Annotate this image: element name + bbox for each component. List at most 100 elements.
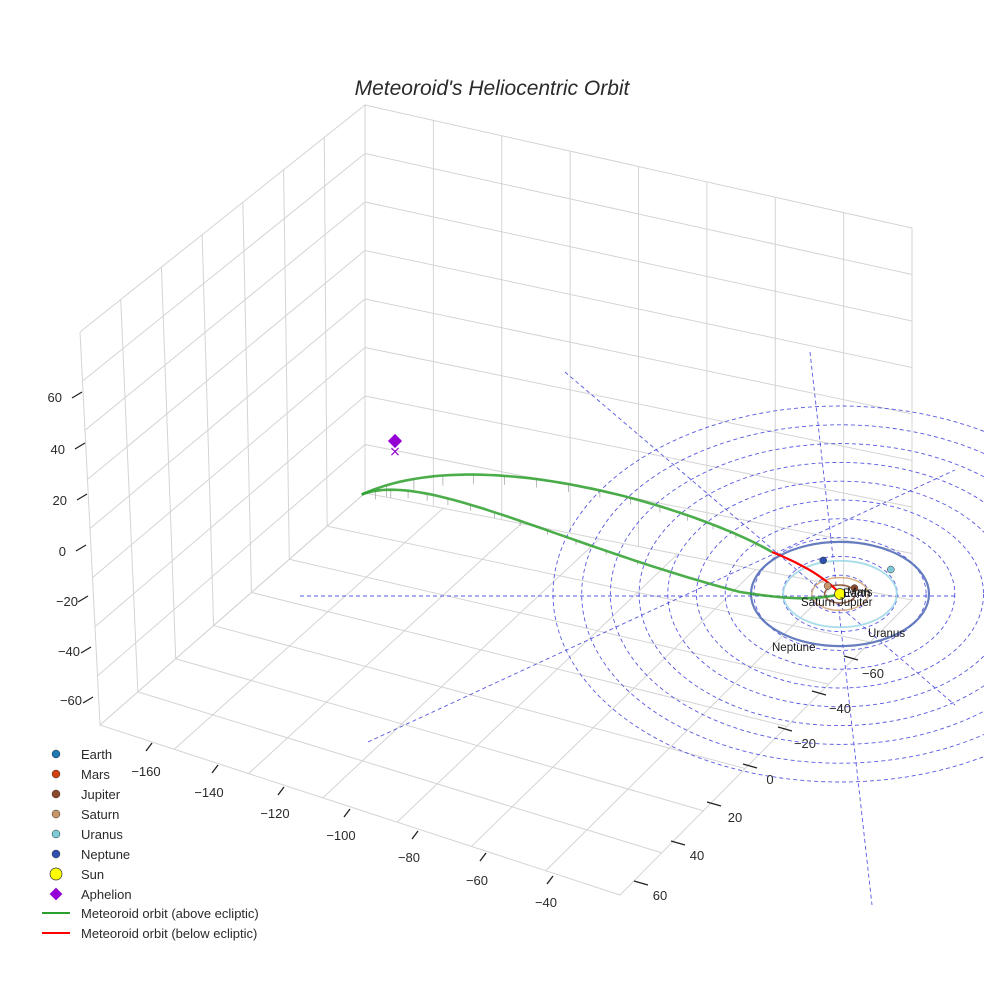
legend-marker-jupiter — [51, 789, 61, 799]
y-tick-mark — [742, 763, 758, 769]
legend-label-saturn: Saturn — [81, 807, 119, 822]
z-tick-mark — [74, 442, 86, 450]
legend-marker-neptune — [51, 849, 61, 859]
planet-label-jupiter: Jupiter — [838, 597, 873, 609]
axis-ticks — [71, 391, 859, 886]
projection-lines — [374, 474, 757, 575]
meteoroid-orbit — [361, 473, 841, 600]
z-tick-label: 20 — [53, 493, 67, 508]
x-tick-mark — [411, 830, 419, 840]
grid-line — [545, 584, 835, 872]
legend-label-above-ecliptic: Meteoroid orbit (above ecliptic) — [81, 906, 259, 921]
planet-marker-neptune — [819, 556, 827, 565]
ecliptic-ring — [638, 461, 984, 727]
aphelion-group: × — [387, 433, 403, 460]
grid-lines — [82, 120, 913, 872]
legend-label-uranus: Uranus — [81, 827, 123, 842]
planet-labels: Earth Mars Jupiter Saturn Uranus Neptune — [772, 587, 905, 654]
y-tick-label: 60 — [653, 888, 667, 903]
planet-label-uranus: Uranus — [868, 628, 905, 640]
ecliptic-spoke — [809, 351, 873, 906]
x-tick-label: −140 — [194, 785, 223, 800]
y-tick-label: −20 — [794, 736, 816, 751]
back-wall-right — [364, 104, 913, 600]
y-tick-label: 20 — [728, 810, 742, 825]
orbit-segment-above — [361, 473, 773, 554]
legend-label-below-ecliptic: Meteoroid orbit (below ecliptic) — [81, 926, 257, 941]
legend-marker-saturn — [51, 809, 61, 819]
grid-line — [213, 625, 746, 770]
grid-line — [97, 444, 366, 677]
grid-line — [173, 507, 444, 750]
y-tick-mark — [811, 690, 827, 696]
y-tick-mark — [706, 801, 722, 807]
planet-orbit-jupiter — [823, 584, 857, 604]
x-tick-mark — [145, 742, 153, 752]
grid-line — [248, 523, 522, 774]
grid-line — [137, 691, 662, 854]
y-tick-label: −60 — [862, 666, 884, 681]
planet-label-earth: Earth — [843, 588, 871, 600]
x-tick-mark — [546, 875, 554, 885]
planets — [819, 556, 895, 600]
ecliptic-ring — [724, 518, 956, 670]
x-tick-mark — [479, 852, 487, 862]
aphelion-projection-marker: × — [389, 444, 401, 460]
x-tick-mark — [343, 808, 351, 818]
x-tick-mark — [211, 764, 219, 774]
grid-line — [251, 591, 787, 727]
legend: Earth Mars Jupiter Saturn Uranus Neptune… — [42, 747, 259, 941]
chart-title: Meteoroid's Heliocentric Orbit — [355, 77, 631, 100]
ecliptic-ring — [667, 480, 984, 708]
planet-label-mars: Mars — [847, 587, 873, 599]
grid-line — [396, 553, 678, 823]
planet-marker-saturn — [823, 582, 832, 590]
x-axis-labels: −160 −140 −120 −100 −80 −60 −40 — [131, 764, 557, 910]
ecliptic-spoke — [367, 469, 956, 743]
legend-marker-aphelion — [49, 887, 63, 901]
y-tick-mark — [633, 880, 649, 886]
grid-line — [89, 298, 366, 529]
floor-pane — [99, 492, 914, 896]
grid-line — [471, 569, 757, 847]
planet-label-saturn: Saturn — [801, 597, 835, 609]
legend-marker-mars — [51, 769, 61, 779]
orbit-segment-below — [771, 550, 841, 595]
z-tick-mark — [77, 595, 89, 603]
aphelion-marker — [387, 433, 403, 449]
x-tick-label: −40 — [535, 895, 557, 910]
planet-label-neptune: Neptune — [772, 642, 815, 654]
planet-marker-uranus — [887, 565, 895, 574]
z-tick-mark — [80, 646, 92, 654]
z-tick-label: 60 — [48, 390, 62, 405]
y-tick-label: 0 — [766, 772, 773, 787]
sun-marker — [834, 588, 846, 600]
ecliptic-ring — [581, 424, 984, 764]
planet-orbit-uranus — [782, 559, 898, 629]
x-tick-mark — [277, 786, 285, 796]
z-axis-labels: 60 40 20 0 −20 −40 −60 — [48, 390, 82, 708]
z-tick-mark — [82, 696, 94, 704]
z-tick-label: 40 — [51, 442, 65, 457]
legend-label-neptune: Neptune — [81, 847, 130, 862]
z-tick-mark — [71, 391, 83, 399]
z-tick-label: 0 — [59, 544, 66, 559]
legend-marker-earth — [51, 749, 61, 759]
y-tick-mark — [670, 840, 686, 846]
z-tick-label: −20 — [56, 594, 78, 609]
legend-label-mars: Mars — [81, 767, 110, 782]
legend-marker-sun — [49, 867, 63, 881]
y-tick-mark — [843, 655, 859, 661]
grid-line — [84, 201, 366, 431]
grid-line — [92, 347, 366, 579]
legend-label-jupiter: Jupiter — [81, 787, 121, 802]
z-tick-mark — [76, 493, 88, 501]
x-tick-label: −120 — [260, 806, 289, 821]
grid-line — [289, 558, 829, 685]
x-tick-label: −100 — [326, 828, 355, 843]
grid-line — [87, 250, 366, 480]
ecliptic-ring — [610, 443, 984, 745]
grid-line — [94, 395, 366, 628]
ecliptic-ring — [552, 405, 984, 783]
